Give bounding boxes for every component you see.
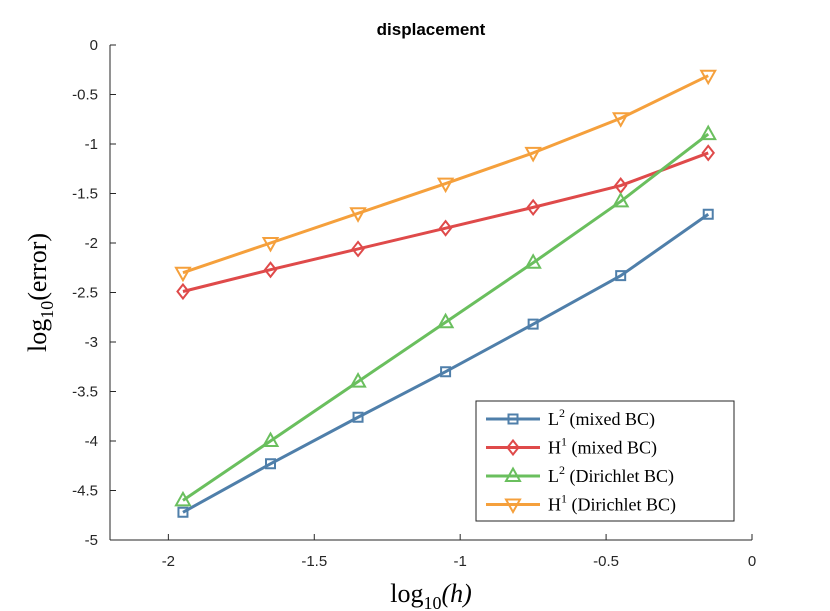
- y-axis-label: log10(error): [23, 233, 57, 352]
- data-point: [524, 146, 542, 163]
- y-tick-label: -2: [85, 235, 98, 252]
- legend-marker: [506, 438, 520, 457]
- data-point: [701, 144, 715, 162]
- legend: L2 (mixed BC) H1 (mixed BC) L2 (Dirichlet …: [475, 400, 735, 522]
- series-line: [182, 132, 710, 502]
- data-point: [352, 411, 364, 423]
- legend-label: H1 (Dirichlet BC): [548, 492, 676, 516]
- data-point: [174, 490, 192, 507]
- legend-item: L2 (Dirichlet BC): [486, 463, 674, 487]
- legend-item: L2 (mixed BC): [486, 406, 655, 430]
- y-tick-label: -3.5: [72, 384, 98, 401]
- y-tick-label: -5: [85, 532, 98, 549]
- legend-marker: [504, 498, 522, 515]
- data-point: [615, 270, 627, 282]
- x-tick-label: -1.5: [301, 553, 327, 570]
- chart-title: displacement: [377, 20, 486, 39]
- x-tick-label: -2: [162, 553, 175, 570]
- y-tick-label: -1: [85, 136, 98, 153]
- legend-label: L2 (Dirichlet BC): [548, 463, 674, 487]
- data-point: [699, 124, 717, 141]
- legend-item: H1 (Dirichlet BC): [486, 492, 676, 516]
- data-point: [527, 318, 539, 330]
- data-point: [263, 261, 278, 279]
- data-point: [524, 253, 542, 269]
- y-tick-label: -4: [85, 433, 98, 450]
- y-tick-label: -0.5: [72, 87, 98, 104]
- x-tick-label: -1: [454, 553, 467, 570]
- legend-item: H1 (mixed BC): [486, 435, 657, 459]
- axes: -2 -1.5 -1 -0.5 0 0 -0.5 -1 -1.5 -2 -2.5 -3 -3.5 -4 -4…: [23, 37, 756, 611]
- data-point: [176, 282, 190, 301]
- x-tick-label: 0: [748, 553, 756, 570]
- y-tick-label: 0: [90, 37, 98, 54]
- data-point: [436, 177, 455, 194]
- series-line: [182, 151, 709, 293]
- data-point: [349, 207, 367, 223]
- legend-label: L2 (mixed BC): [548, 406, 655, 430]
- data-point: [177, 506, 189, 518]
- data-point: [351, 240, 365, 258]
- data-point: [174, 266, 192, 283]
- y-tick-label: -2.5: [72, 285, 98, 302]
- x-tick-label: -0.5: [593, 553, 619, 570]
- legend-marker: [507, 413, 519, 425]
- data-point: [261, 431, 280, 447]
- y-tick-label: -3: [85, 334, 98, 351]
- series-line: [182, 213, 710, 514]
- data-point: [611, 112, 630, 128]
- y-tick-label: -4.5: [72, 483, 98, 500]
- legend-marker: [504, 466, 522, 482]
- data-point: [261, 237, 280, 253]
- data-point: [436, 312, 455, 329]
- series-3: [174, 124, 717, 507]
- data-point: [440, 366, 452, 378]
- data-point: [699, 69, 717, 86]
- data-point: [526, 198, 540, 216]
- series-line: [182, 74, 709, 275]
- series-2: [176, 144, 715, 301]
- series-4: [174, 69, 717, 283]
- data-point: [611, 191, 630, 208]
- legend-label: H1 (mixed BC): [548, 435, 657, 459]
- series-layer: [174, 69, 717, 518]
- y-tick-label: -1.5: [72, 186, 98, 203]
- series-1: [177, 208, 714, 518]
- data-point: [265, 458, 276, 470]
- x-axis-label: log10(h): [390, 579, 472, 611]
- data-point: [438, 219, 453, 237]
- data-point: [702, 208, 714, 220]
- data-point: [349, 372, 367, 388]
